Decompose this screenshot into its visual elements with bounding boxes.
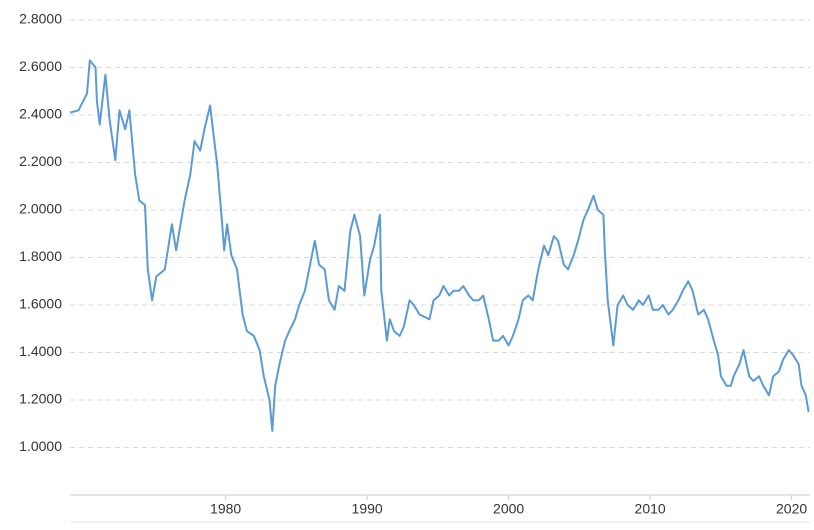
x-tick-label: 2000: [493, 501, 524, 517]
data-line: [69, 59, 810, 432]
y-tick-label: 1.4000: [19, 343, 62, 359]
y-tick-label: 2.4000: [19, 106, 62, 122]
x-tick-label: 1980: [210, 501, 241, 517]
x-tick-label: 2020: [776, 501, 807, 517]
y-tick-label: 1.8000: [19, 248, 62, 264]
y-tick-label: 2.0000: [19, 201, 62, 217]
x-tick-label: 1990: [352, 501, 383, 517]
y-tick-label: 1.2000: [19, 391, 62, 407]
y-tick-label: 1.6000: [19, 296, 62, 312]
y-tick-label: 1.0000: [19, 438, 62, 454]
x-tick-label: 2010: [635, 501, 666, 517]
y-tick-label: 2.6000: [19, 58, 62, 74]
y-tick-label: 2.2000: [19, 153, 62, 169]
y-tick-label: 2.8000: [19, 11, 62, 27]
